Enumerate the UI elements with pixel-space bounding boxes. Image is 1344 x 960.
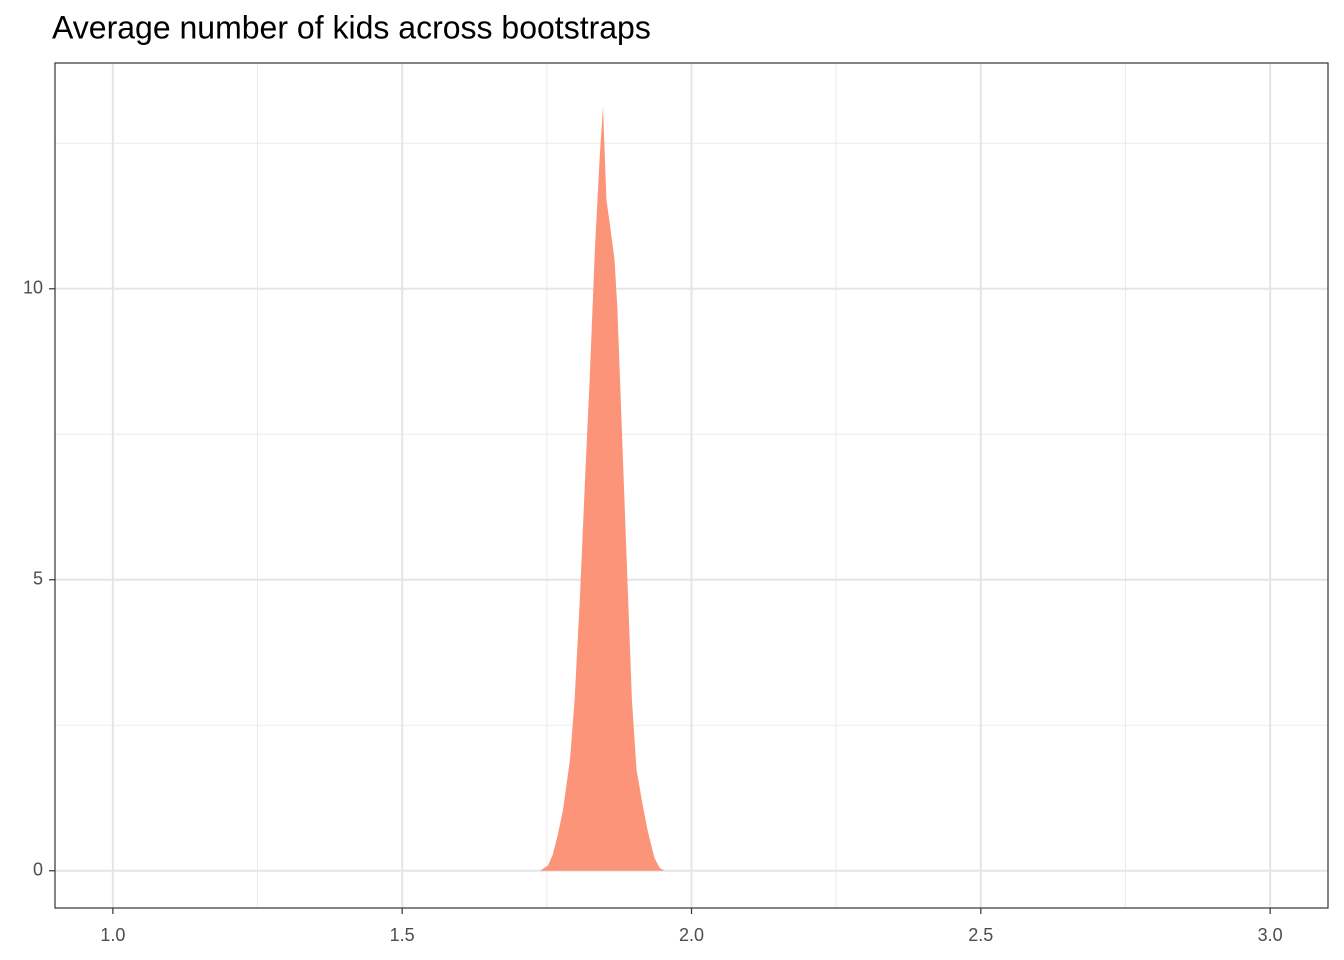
y-tick-label: 10 (23, 278, 43, 298)
x-tick-label: 1.0 (100, 925, 125, 945)
x-tick-label: 2.5 (968, 925, 993, 945)
y-tick-label: 0 (33, 860, 43, 880)
x-tick-label: 2.0 (679, 925, 704, 945)
x-tick-label: 3.0 (1258, 925, 1283, 945)
chart-title: Average number of kids across bootstraps (52, 9, 651, 45)
y-tick-label: 5 (33, 569, 43, 589)
density-area (539, 106, 665, 871)
x-tick-label: 1.5 (390, 925, 415, 945)
panel-border (54, 62, 1329, 909)
